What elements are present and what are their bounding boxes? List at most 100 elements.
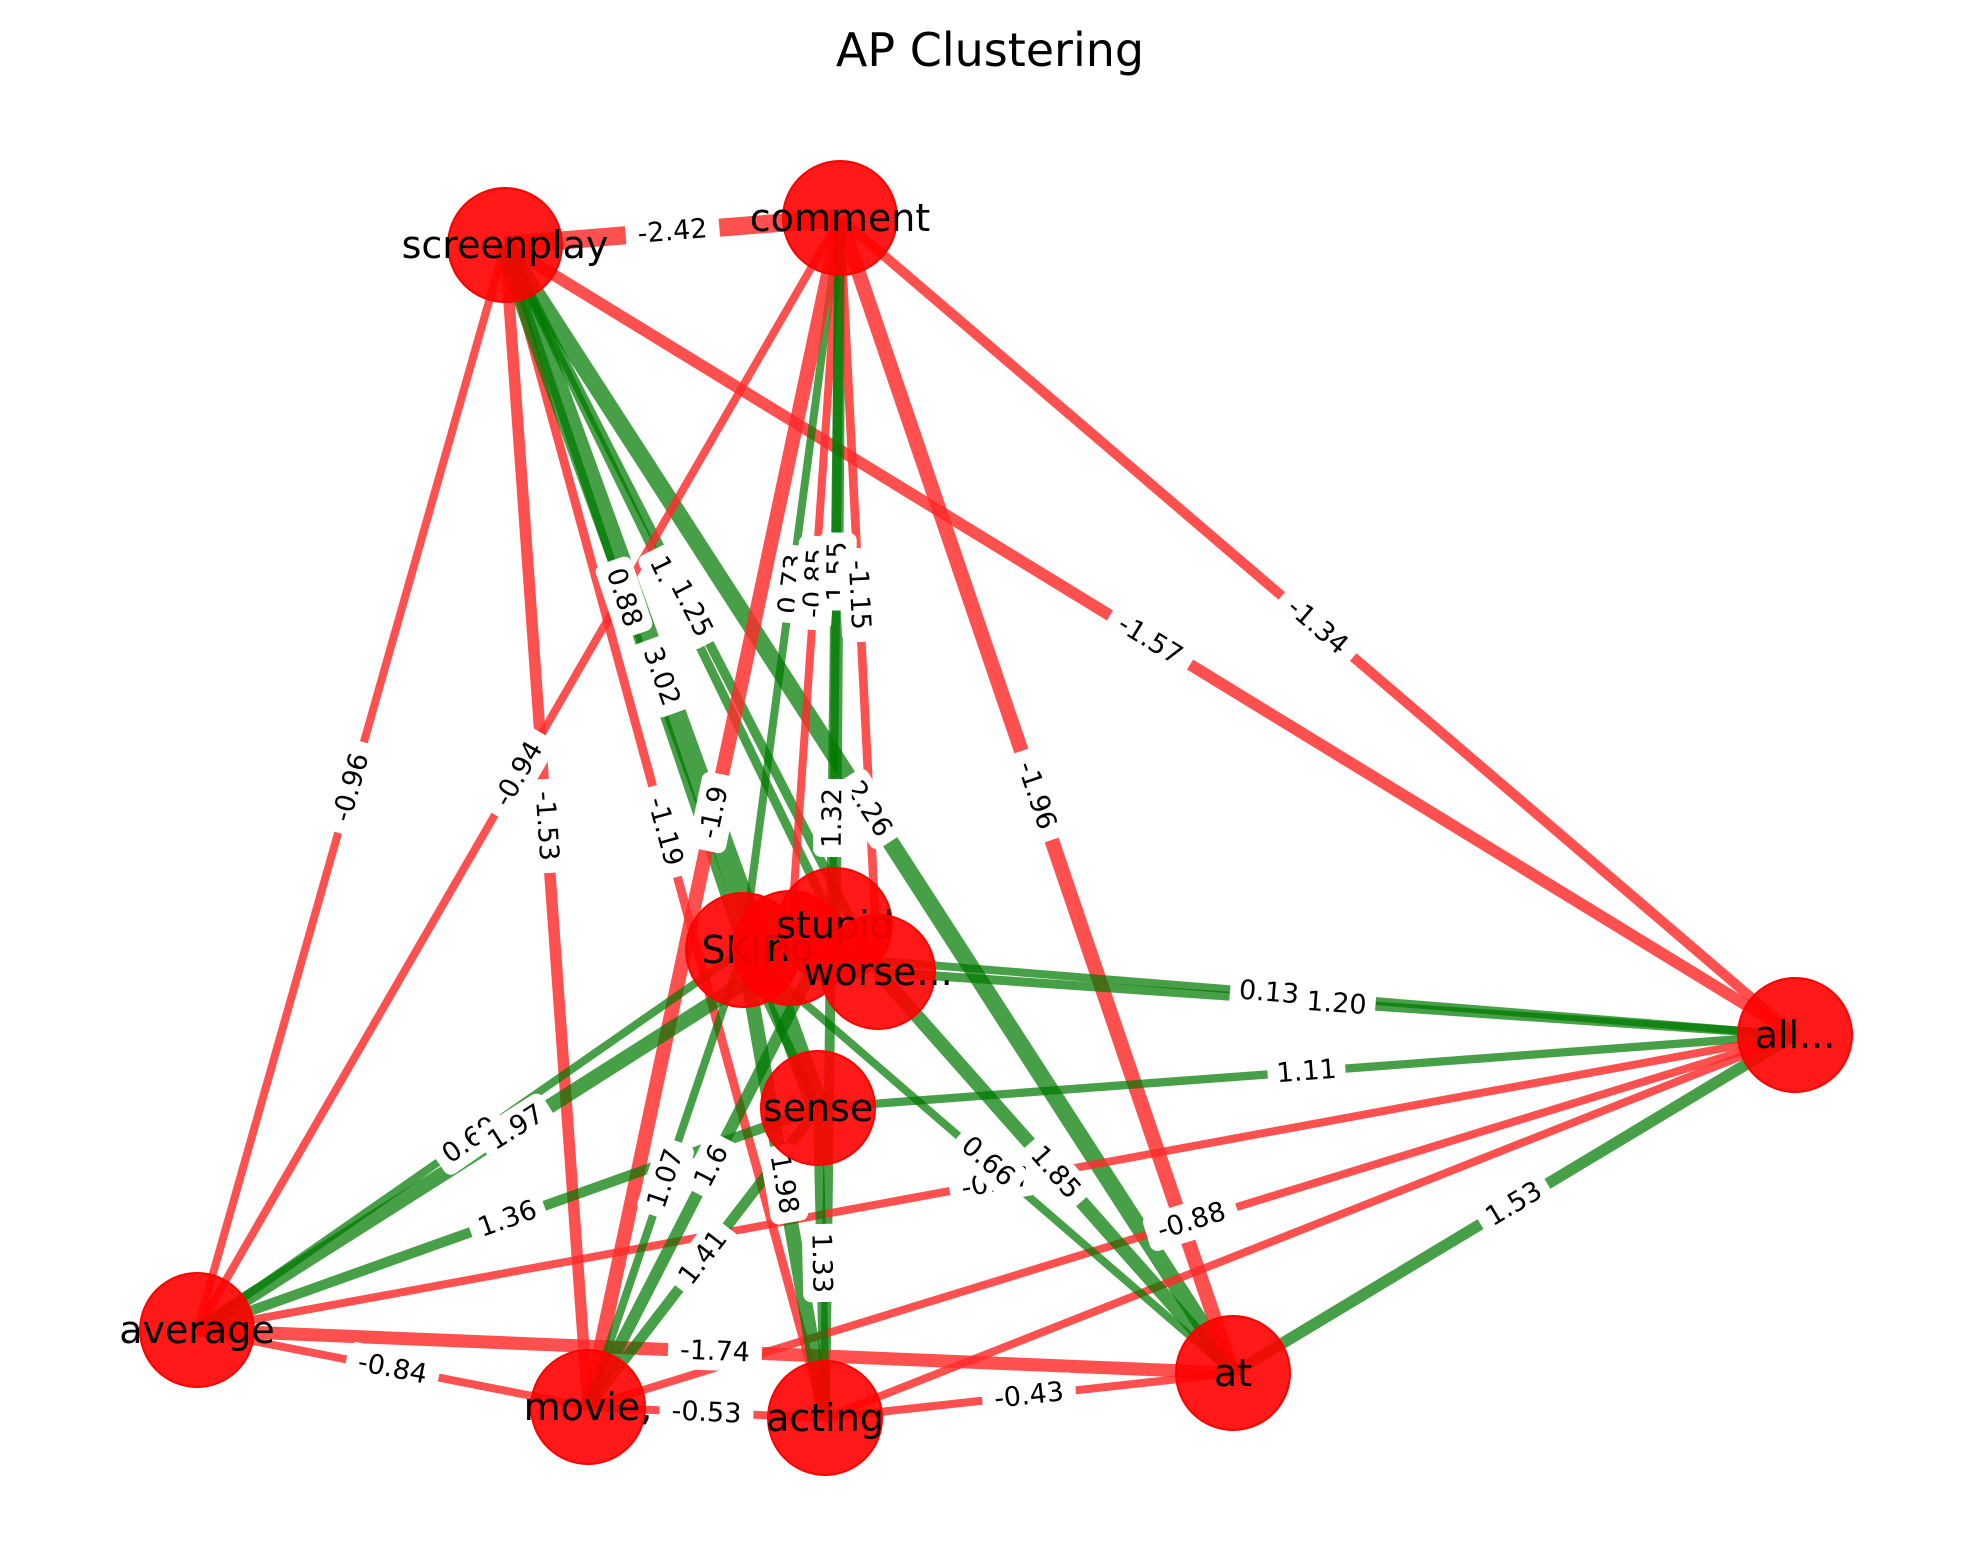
node-label: comment — [750, 196, 931, 240]
edge-weight-text: -1.74 — [679, 1335, 750, 1369]
edge-label-box — [637, 1137, 694, 1220]
edge-label-box — [688, 771, 740, 854]
edge-label-box — [321, 738, 381, 837]
edge-label-average-movie: -0.84 — [344, 1342, 441, 1395]
edge-weight-text: -0.53 — [671, 1395, 742, 1429]
node-movie: movie, — [524, 1349, 653, 1465]
node-circle — [760, 1050, 876, 1166]
edge-label-screenplay-sense: 3.02 — [632, 635, 691, 718]
node-label: worse... — [803, 950, 952, 994]
node-label: average — [119, 1308, 275, 1352]
edge-label-all-at: 1.53 — [1473, 1170, 1555, 1238]
edge-label-box — [981, 1372, 1077, 1419]
edge-weight-text: 1.33 — [805, 1233, 837, 1294]
edge-label-comment-all: -1.34 — [1272, 584, 1363, 669]
edge-label-comment-at: -1.96 — [1005, 747, 1068, 844]
edge-label-box — [813, 778, 852, 858]
edge-label-box — [759, 1143, 809, 1225]
edge-label-box — [466, 1190, 549, 1248]
edge-label-all-sense: 1.11 — [1266, 1050, 1347, 1093]
edge-label-box — [524, 778, 569, 874]
node-label: movie, — [524, 1385, 653, 1429]
edge-labels-layer: -2.42-0.96-1.53-1.19-1.570.881.191.253.0… — [321, 209, 1555, 1434]
edge-label-screenplay-acting: -1.19 — [636, 782, 694, 881]
node-screenplay: screenplay — [402, 187, 609, 303]
node-sense: sense — [760, 1050, 876, 1166]
node-circle — [139, 1272, 255, 1388]
node-circle — [1737, 977, 1853, 1093]
node-circle — [820, 914, 936, 1030]
edge-weight-text: 0.13 — [1238, 975, 1300, 1011]
edge-label-box — [1229, 971, 1309, 1014]
edge-label-acting-at: -0.43 — [981, 1372, 1077, 1419]
edge-label-comment-movie: -1.9 — [688, 771, 740, 854]
node-label: at — [1214, 1351, 1252, 1395]
edge-label-box — [1473, 1170, 1555, 1238]
node-circle — [447, 187, 563, 303]
edge-label-all-worse: 1.20 — [1296, 982, 1377, 1025]
edge-label-box — [683, 1132, 740, 1200]
edge-label-movie-acting: -0.53 — [659, 1391, 754, 1434]
nodes-layer: screenplay comment all... average movie, acti… — [119, 160, 1853, 1476]
node-label: acting — [766, 1396, 884, 1440]
edge-label-box — [949, 1124, 1027, 1199]
node-circle — [782, 160, 898, 276]
edge-label-box — [1266, 1050, 1347, 1093]
edge-label-box — [801, 1223, 842, 1303]
edge-label-screenplay-movie: -1.53 — [524, 778, 569, 874]
edge-weight-text: -2.42 — [636, 213, 708, 250]
node-circle — [530, 1349, 646, 1465]
edge-label-comment-acting: 1.32 — [813, 778, 852, 858]
edge-label-box — [834, 768, 904, 850]
edge-label-box — [595, 556, 653, 639]
edge-weight-text: 1.11 — [1275, 1054, 1337, 1089]
edge-label-acting-SKIP: 1.98 — [759, 1143, 809, 1225]
edge-label-box — [838, 547, 880, 643]
node-label: sense — [763, 1086, 873, 1130]
edge-label-average-at: -1.74 — [667, 1330, 763, 1373]
node-comment: comment — [750, 160, 931, 276]
node-label: screenplay — [402, 223, 609, 267]
edge-label-box — [1272, 584, 1363, 669]
edge-weight-text: -0.84 — [355, 1347, 430, 1391]
edge-label-box — [624, 209, 721, 254]
edge-label-box — [659, 1391, 754, 1434]
node-label: all... — [1755, 1013, 1836, 1057]
edge-label-box — [667, 1218, 739, 1297]
edge-label-screenplay-average: -0.96 — [321, 738, 381, 837]
edge-label-box — [632, 635, 691, 718]
edge-weight-text: 1.32 — [817, 788, 849, 849]
edges-layer — [193, 208, 1799, 1422]
node-worse: worse... — [803, 914, 953, 1030]
edge-label-all-SKIP: 0.13 — [1229, 971, 1309, 1014]
chart-title: AP Clustering — [836, 23, 1144, 77]
node-at: at — [1175, 1315, 1291, 1431]
edge-label-average-sense: 1.36 — [466, 1190, 549, 1248]
edge-label-movie-SKIP: 1.07 — [637, 1137, 694, 1220]
edge-label-box — [1296, 982, 1377, 1025]
edge-all-acting — [823, 1031, 1797, 1422]
edge-label-box — [636, 782, 694, 881]
node-circle — [767, 1360, 883, 1476]
edge-label-box — [1018, 1133, 1093, 1212]
edge-weight-text: 1.20 — [1305, 986, 1367, 1021]
edge-weight-text: -1.53 — [529, 790, 565, 862]
edge-label-box — [475, 1093, 557, 1162]
edge-weight-text: -0.43 — [993, 1376, 1066, 1414]
node-acting: acting — [766, 1360, 884, 1476]
edge-label-average-stupid: 1.97 — [475, 1093, 557, 1162]
edge-label-box — [481, 726, 556, 822]
edge-label-box — [1142, 1191, 1241, 1251]
node-average: average — [119, 1272, 275, 1388]
edge-label-box — [659, 567, 724, 650]
edge-label-box — [1102, 602, 1198, 678]
node-all: all... — [1737, 977, 1853, 1093]
edge-label-box — [1005, 747, 1068, 844]
node-circle — [1175, 1315, 1291, 1431]
edge-label-comment-worse: -1.15 — [838, 547, 880, 643]
edge-label-box — [344, 1342, 441, 1395]
edge-label-screenplay-all: -1.57 — [1102, 602, 1198, 678]
edge-label-screenplay-comment: -2.42 — [624, 209, 721, 254]
edge-weight-text: -1.15 — [842, 559, 876, 630]
